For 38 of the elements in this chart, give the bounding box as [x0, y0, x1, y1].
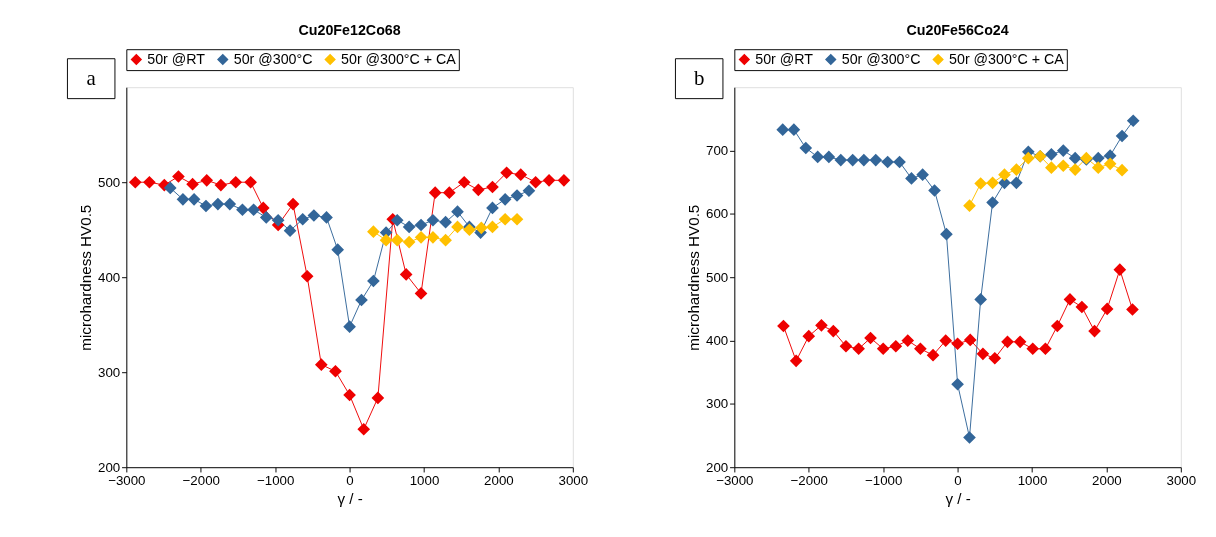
- x-tick-label: −3000: [108, 472, 146, 488]
- y-tick-label: 400: [705, 332, 729, 348]
- y-tick-label: 500: [705, 269, 729, 285]
- text: b: [693, 66, 705, 91]
- x-tick-label: −1000: [864, 472, 903, 488]
- y-axis-title: microhardness HV0.5: [685, 204, 703, 351]
- x-tick-label: 2000: [1092, 472, 1122, 488]
- x-tick-label: −2000: [182, 472, 220, 488]
- y-axis-title: microhardness HV0.5: [77, 204, 95, 351]
- x-tick-label: −3000: [716, 472, 754, 488]
- x-tick-label: 2000: [484, 472, 514, 488]
- legend-label: 50r @RT: [147, 51, 206, 68]
- y-tick-label: 600: [705, 206, 729, 222]
- x-tick-label: 1000: [1017, 472, 1048, 488]
- x-tick-label: 0: [954, 472, 962, 488]
- x-tick-label: −2000: [790, 472, 828, 488]
- y-tick-label: 400: [97, 269, 121, 285]
- legend-label: 50r @RT: [755, 51, 814, 68]
- legend-label: 50r @300°C: [841, 51, 921, 68]
- x-tick-label: −1000: [256, 472, 295, 488]
- chart-title: Cu20Fe56Co24: [906, 21, 1009, 38]
- y-tick-label: 300: [97, 364, 121, 380]
- chart-title: Cu20Fe12Co68: [298, 21, 401, 38]
- x-tick-label: 3000: [1166, 472, 1197, 488]
- y-tick-label: 300: [705, 396, 729, 412]
- x-tick-label: 1000: [409, 472, 440, 488]
- legend-label: 50r @300°C: [233, 51, 313, 68]
- x-axis-title: γ / -: [945, 489, 971, 507]
- y-tick-label: 500: [97, 174, 121, 190]
- x-tick-label: 3000: [558, 472, 589, 488]
- y-tick-label: 700: [705, 142, 729, 158]
- text: a: [86, 66, 96, 91]
- x-tick-label: 0: [346, 472, 354, 488]
- x-axis-title: γ / -: [337, 489, 363, 507]
- legend-label: 50r @300°C + CA: [949, 51, 1065, 68]
- legend-label: 50r @300°C + CA: [341, 51, 457, 68]
- y-tick-label: 200: [705, 459, 729, 475]
- y-tick-label: 200: [97, 459, 121, 475]
